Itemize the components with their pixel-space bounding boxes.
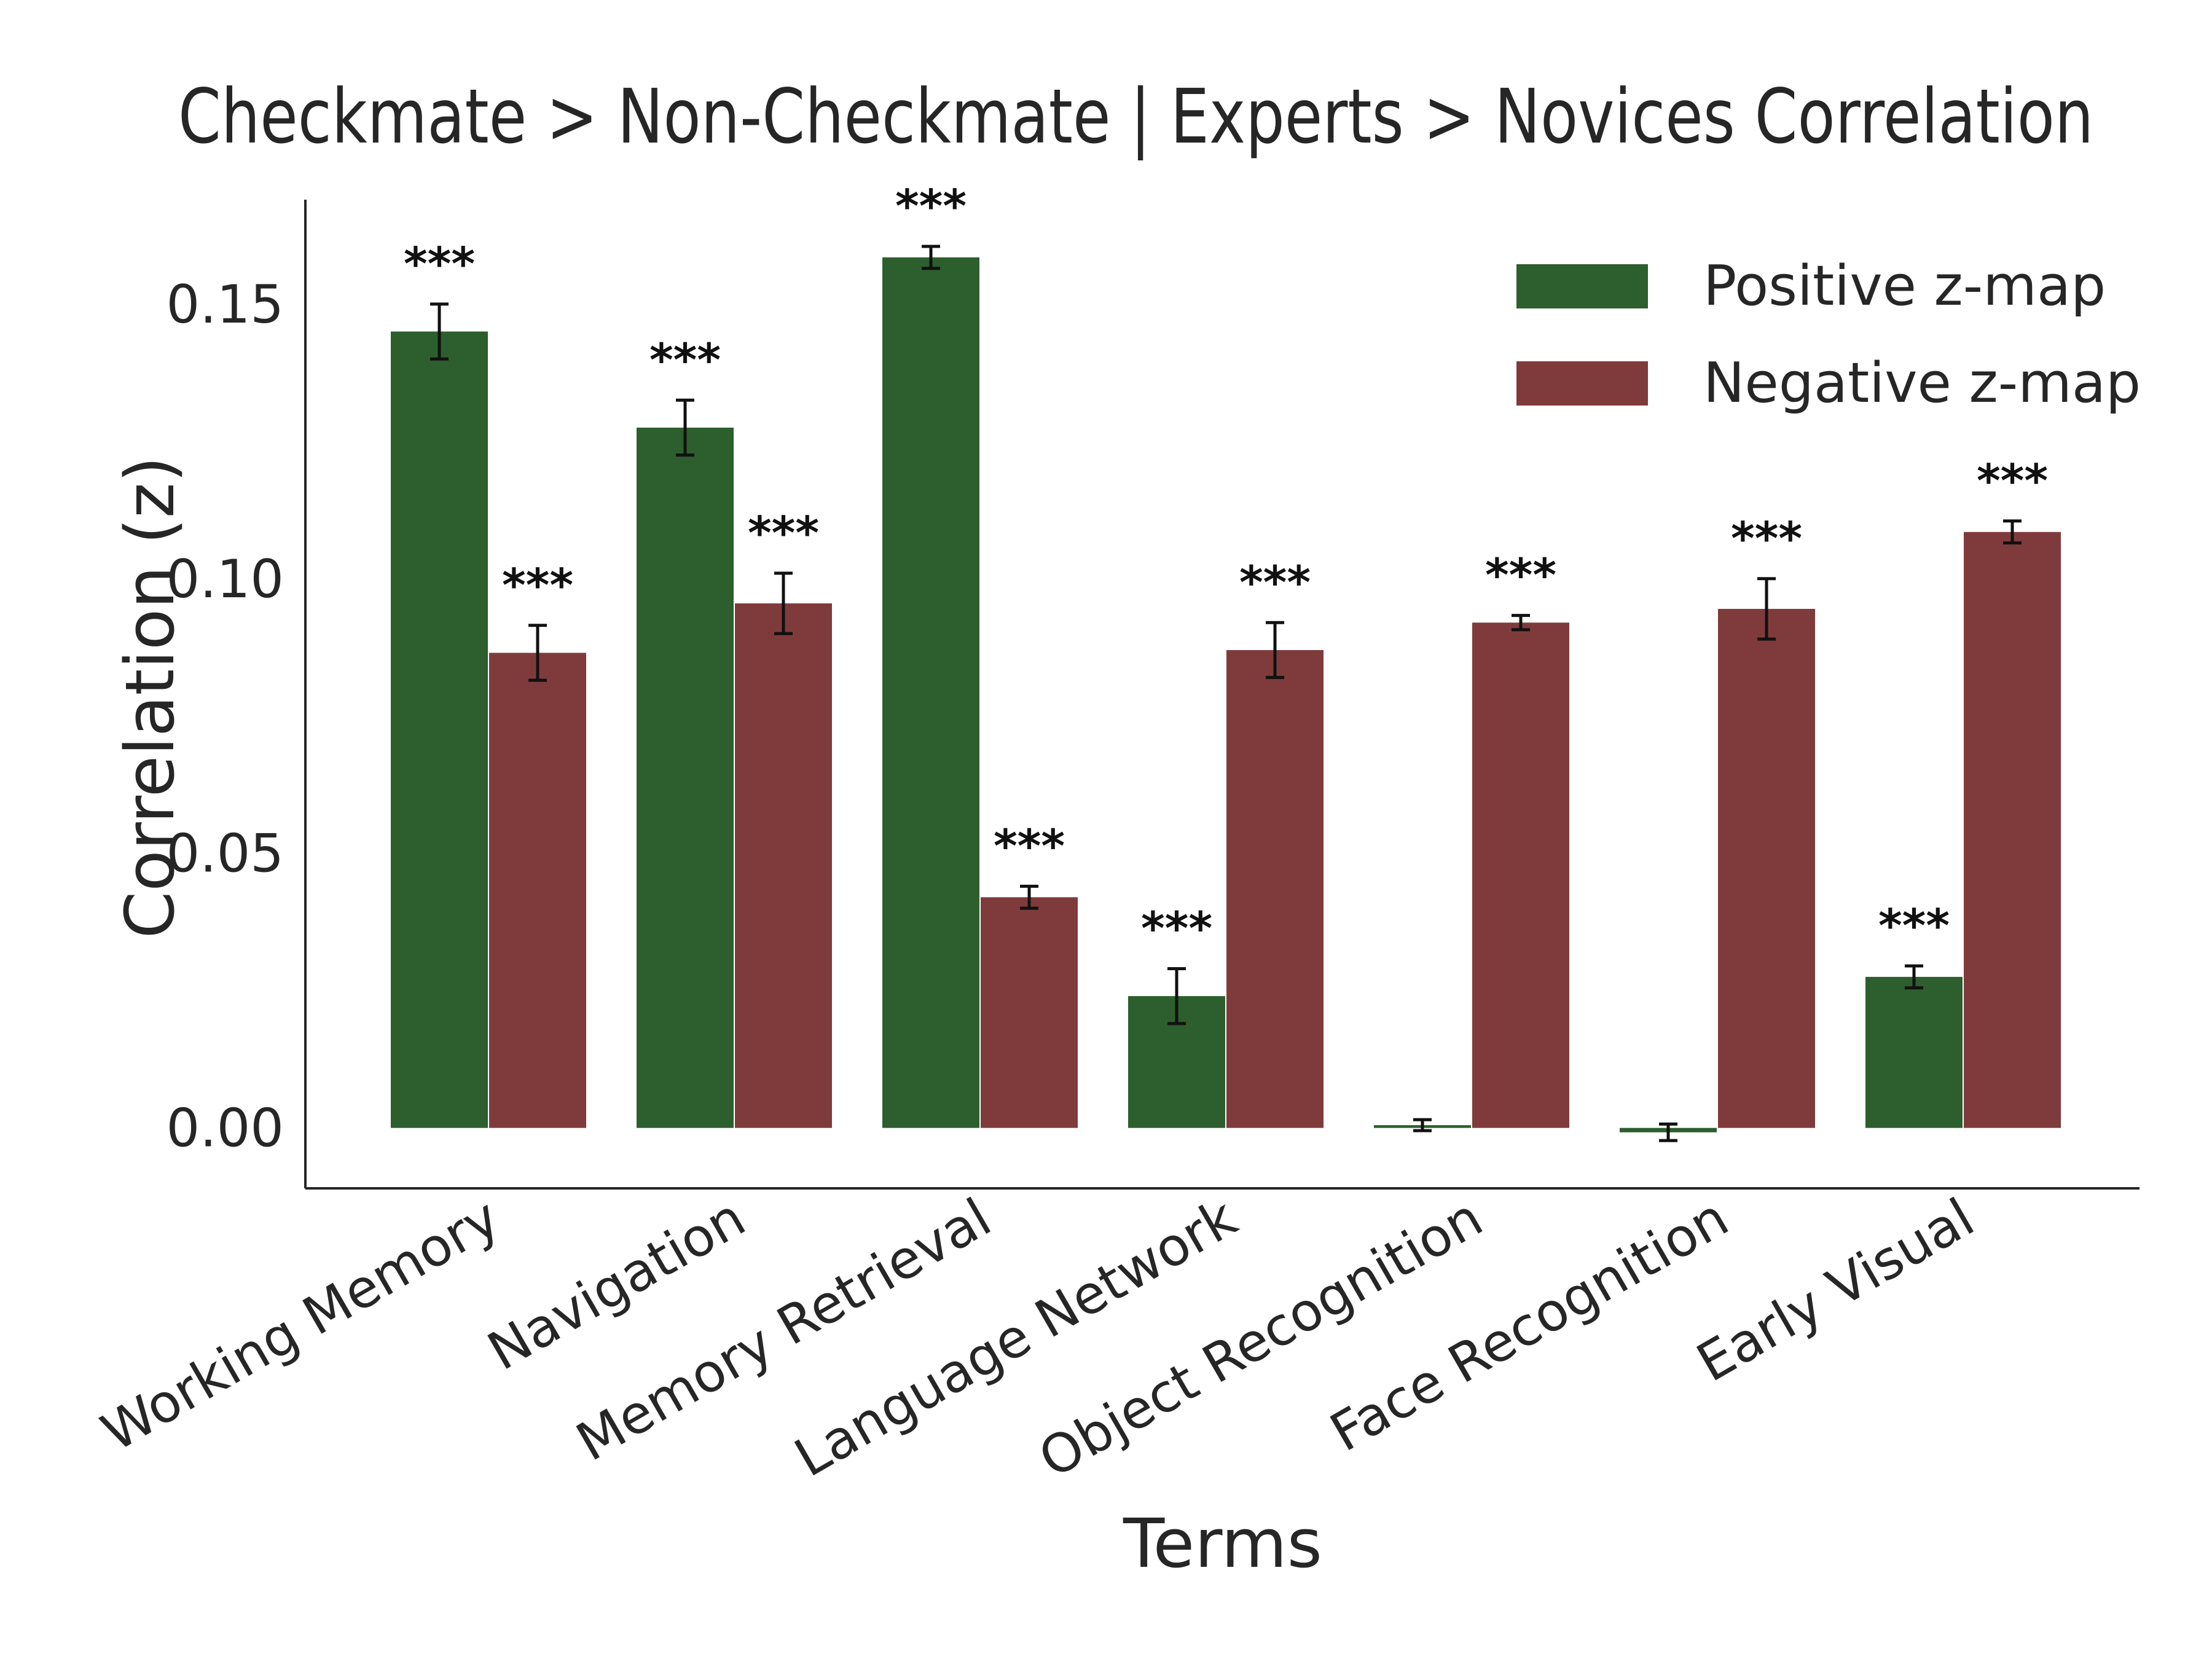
error-bar xyxy=(1512,614,1530,632)
significance-label: *** xyxy=(1141,902,1212,955)
x-tick-label: Object Recognition xyxy=(1029,1187,1493,1491)
significance-label: *** xyxy=(1731,512,1802,565)
error-bar xyxy=(1266,621,1284,680)
legend-swatch-positive xyxy=(1516,264,1648,308)
bar-negative-early-visual xyxy=(1964,531,2061,1128)
legend: Positive z-map Negative z-map xyxy=(1516,254,2141,415)
y-tick-label: 0.10 xyxy=(167,549,284,610)
significance-label: *** xyxy=(649,334,721,386)
x-tick-label: Memory Retrieval xyxy=(567,1187,1002,1473)
error-bars xyxy=(430,245,2022,1142)
bar-negative-face-recognition xyxy=(1718,608,1815,1128)
error-bar xyxy=(1020,884,1038,910)
y-tick-label: 0.05 xyxy=(167,823,284,885)
bars xyxy=(391,257,2061,1132)
significance-labels: *** *** *** *** *** *** *** *** *** *** *** *** xyxy=(404,180,2048,955)
y-tick-labels: 0.00 0.05 0.10 0.15 xyxy=(167,274,284,1159)
significance-label: *** xyxy=(502,559,573,612)
bar-positive-memory-retrieval xyxy=(882,257,979,1128)
axes xyxy=(304,200,2139,1190)
significance-label: *** xyxy=(994,820,1065,873)
significance-label: *** xyxy=(748,507,819,560)
error-bar xyxy=(1905,964,1923,990)
error-bar xyxy=(774,571,793,635)
y-axis-title: Correlation (z) xyxy=(111,456,189,938)
error-bar xyxy=(676,398,694,457)
bar-positive-working-memory xyxy=(391,331,488,1128)
error-bar xyxy=(430,302,449,361)
y-tick-label: 0.15 xyxy=(167,274,284,335)
error-bar xyxy=(1413,1118,1432,1132)
x-tick-label: Early Visual xyxy=(1687,1187,1984,1394)
error-bar xyxy=(1659,1122,1677,1142)
error-bar xyxy=(922,245,940,270)
error-bar xyxy=(2003,519,2022,545)
bar-negative-language-network xyxy=(1226,649,1324,1128)
chart-title: Checkmate > Non-Checkmate | Experts > No… xyxy=(178,73,2094,160)
significance-label: *** xyxy=(404,238,475,291)
x-tick-label: Face Recognition xyxy=(1320,1187,1739,1464)
significance-label: *** xyxy=(1485,549,1556,602)
bar-positive-navigation xyxy=(637,427,734,1128)
x-tick-label: Language Network xyxy=(785,1186,1247,1489)
significance-label: *** xyxy=(1239,556,1311,609)
error-bar xyxy=(1757,577,1776,641)
legend-label-negative: Negative z-map xyxy=(1703,351,2141,415)
bar-positive-early-visual xyxy=(1865,976,1963,1128)
error-bar xyxy=(1167,967,1186,1026)
bar-negative-object-recognition xyxy=(1472,622,1569,1128)
significance-label: *** xyxy=(1977,455,2048,508)
error-bar xyxy=(528,624,547,682)
significance-label: *** xyxy=(895,180,967,233)
legend-label-positive: Positive z-map xyxy=(1703,254,2106,318)
significance-label: *** xyxy=(1878,900,1950,952)
x-axis-title: Terms xyxy=(1123,1504,1322,1583)
bar-negative-memory-retrieval xyxy=(981,897,1078,1128)
bar-negative-working-memory xyxy=(489,653,586,1128)
y-tick-label: 0.00 xyxy=(167,1098,284,1159)
legend-swatch-negative xyxy=(1516,361,1648,406)
bar-negative-navigation xyxy=(735,603,832,1128)
x-tick-label: Working Memory xyxy=(92,1187,509,1464)
